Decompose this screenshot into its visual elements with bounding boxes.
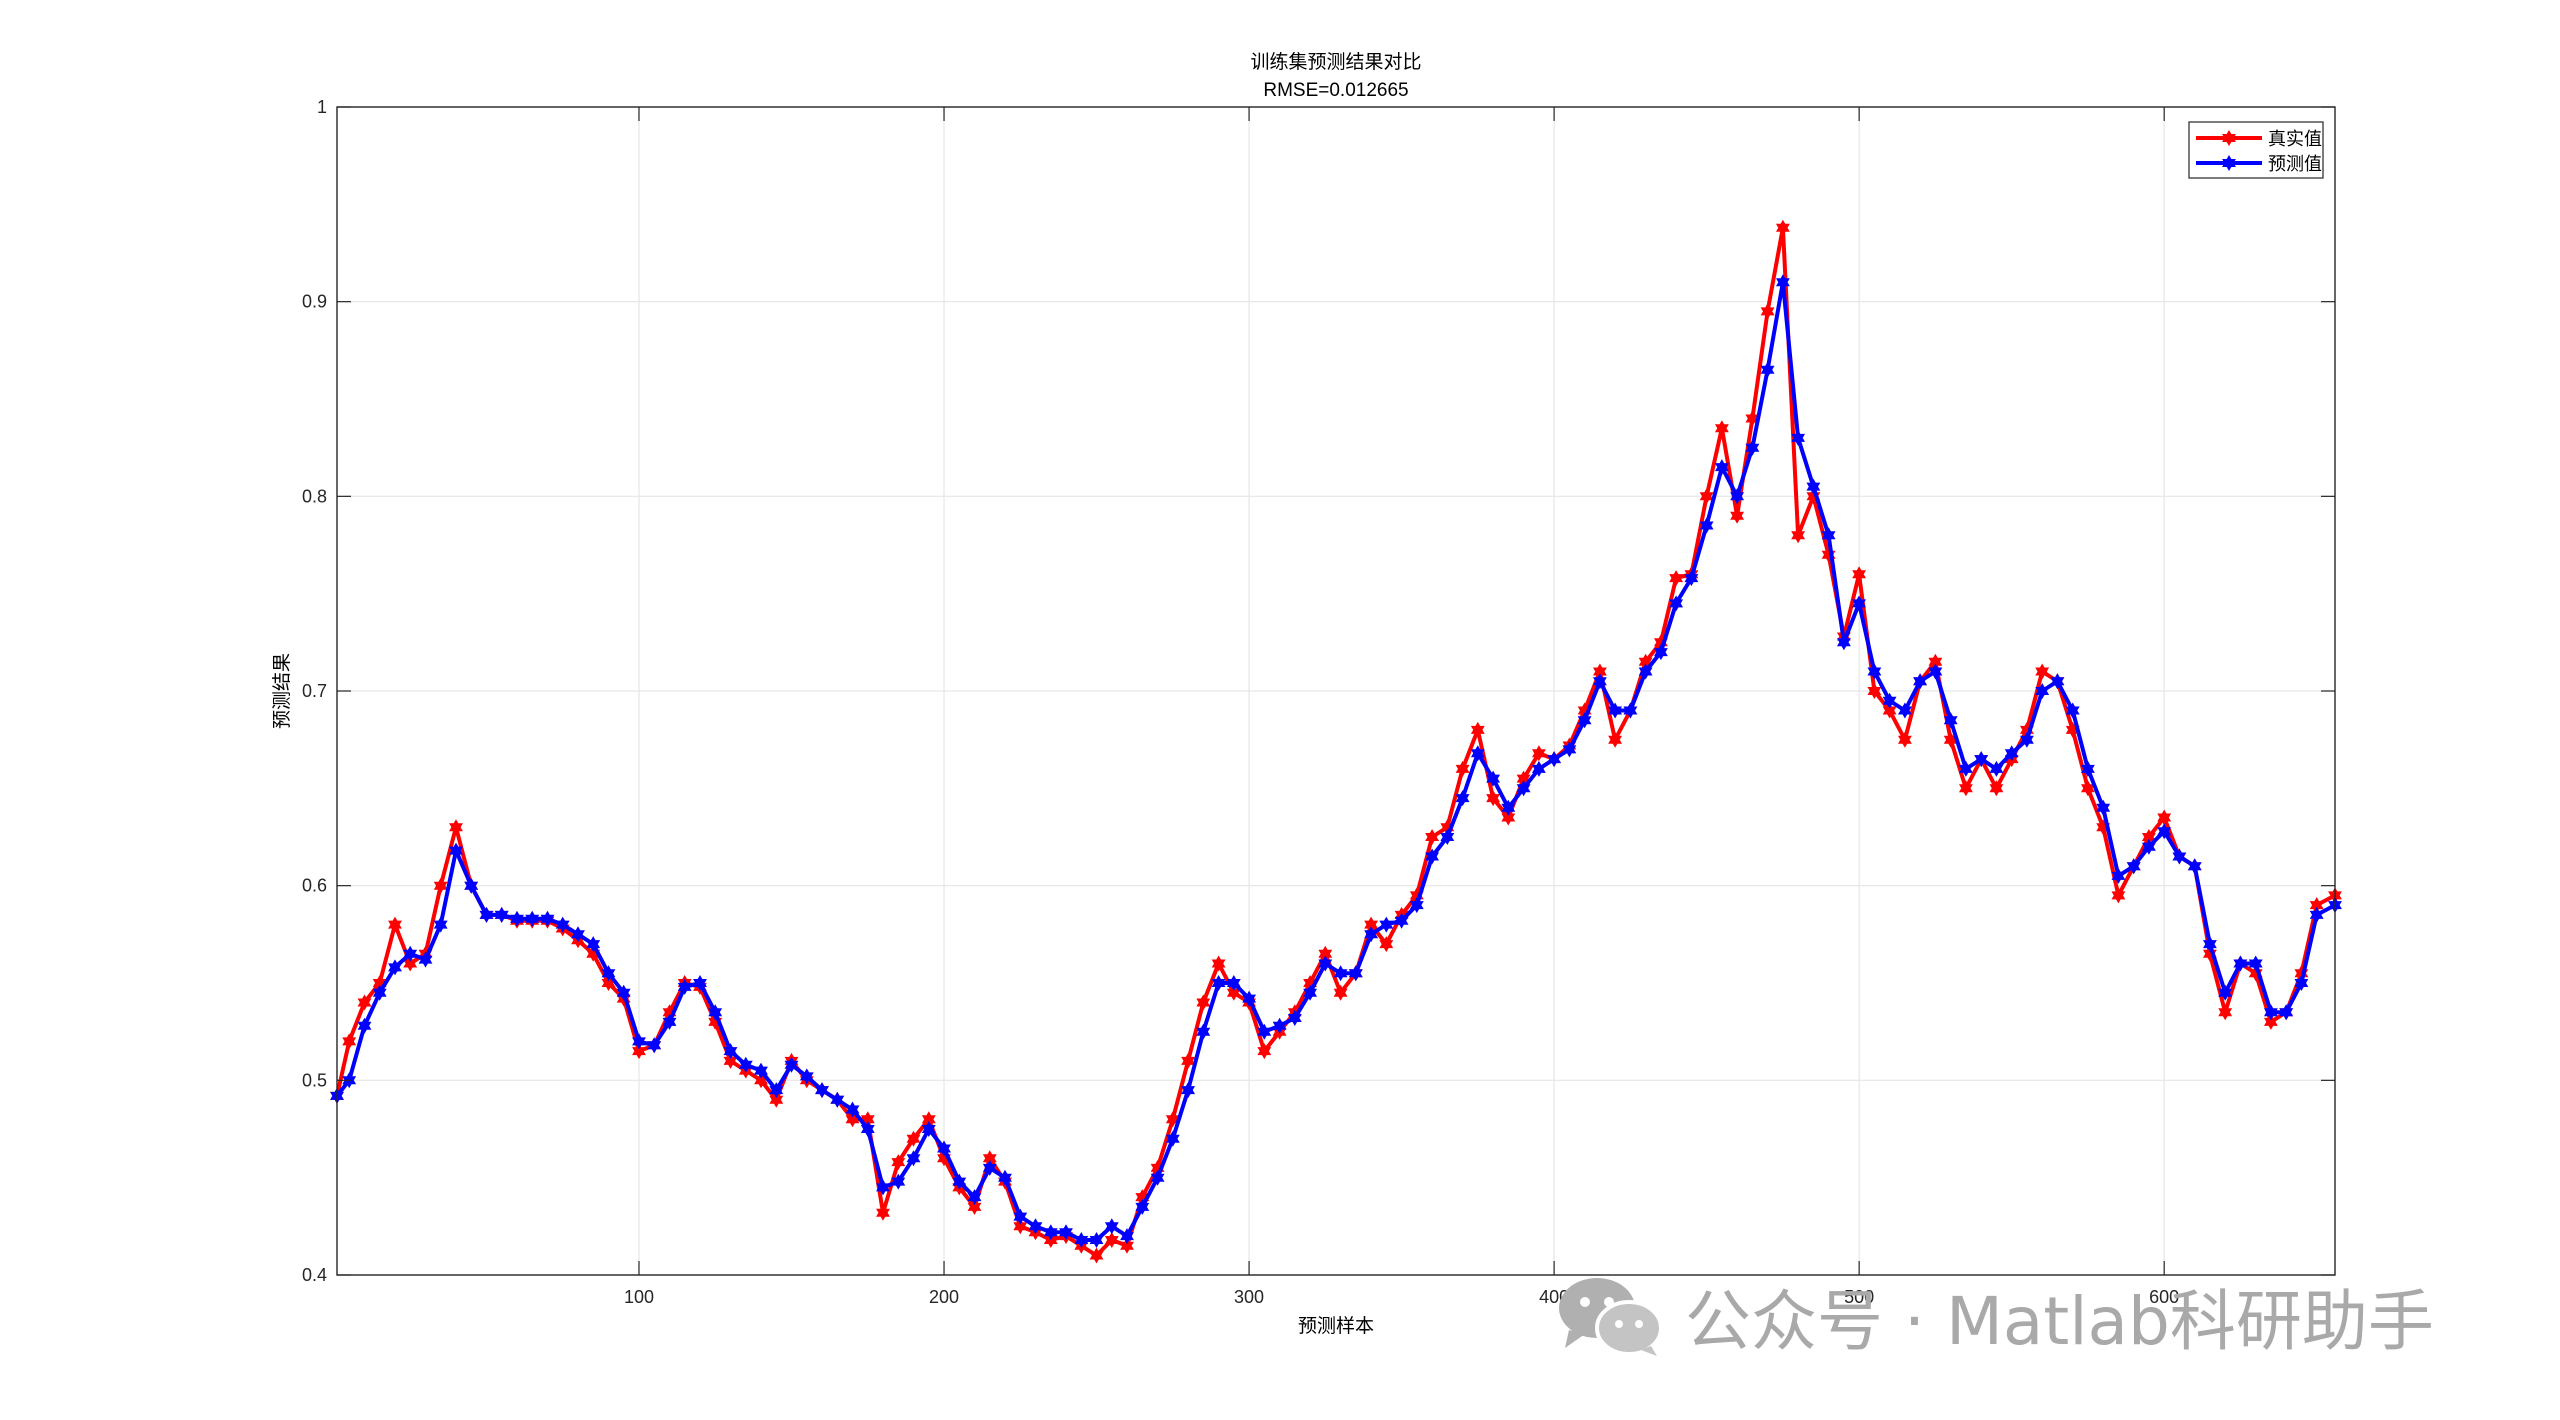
y-tick-label: 0.8 xyxy=(302,486,327,506)
x-tick-label: 600 xyxy=(2149,1287,2179,1307)
y-tick-label: 0.6 xyxy=(302,876,327,896)
watermark-text: 公众号 · Matlab科研助手 xyxy=(1685,1283,2434,1360)
x-tick-label: 300 xyxy=(1234,1287,1264,1307)
y-tick-label: 0.9 xyxy=(302,292,327,312)
wechat-icon xyxy=(1559,1278,1663,1356)
y-tick-label: 0.5 xyxy=(302,1070,327,1090)
legend-box xyxy=(2188,121,2324,179)
series-1 xyxy=(330,274,2342,1248)
legend-real-label: 真实值 xyxy=(2268,129,2322,150)
x-tick-label: 200 xyxy=(929,1287,959,1307)
y-axis-label: 预测结果 xyxy=(271,653,293,729)
series-layer xyxy=(330,219,2342,1264)
chart-title: 训练集预测结果对比 xyxy=(1250,51,1421,73)
y-tick-label: 1 xyxy=(317,97,327,117)
x-tick-label: 100 xyxy=(624,1287,654,1307)
y-tick-label: 0.4 xyxy=(302,1265,327,1285)
series-line xyxy=(335,225,2336,1258)
legend-pred-label: 预测值 xyxy=(2268,154,2322,175)
series-0 xyxy=(330,219,2342,1264)
legend-entry-pred: 预测值 xyxy=(2196,154,2322,175)
chart-subtitle: RMSE=0.012665 xyxy=(1263,80,1408,101)
x-tick-label: 500 xyxy=(1844,1287,1874,1307)
legend: 真实值 预测值 xyxy=(2188,121,2324,179)
legend-entry-real: 真实值 xyxy=(2196,129,2322,150)
watermark: 公众号 · Matlab科研助手 xyxy=(1555,1268,2434,1364)
y-tick-label: 0.7 xyxy=(302,681,327,701)
x-axis-label: 预测样本 xyxy=(1298,1315,1374,1337)
